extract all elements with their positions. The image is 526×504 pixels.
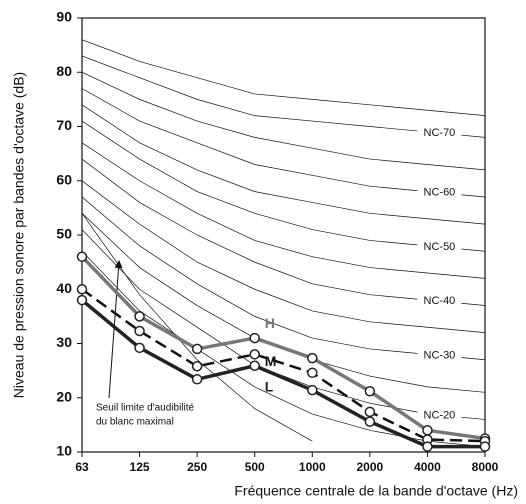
x-tick-label: 63 (75, 460, 89, 474)
y-tick-label: 70 (56, 117, 72, 133)
series-line (81, 288, 486, 443)
point (191, 374, 203, 385)
y-tick-label: 10 (56, 443, 72, 459)
nc-label: NC-60 (424, 187, 456, 199)
point (134, 342, 145, 354)
point (134, 311, 145, 322)
point (479, 441, 491, 452)
series-line (80, 298, 485, 449)
nc-label-bg (417, 126, 462, 141)
y-tick-label: 90 (56, 9, 72, 25)
point (364, 416, 376, 427)
annotation-bg (94, 400, 204, 430)
nc-curve (82, 39, 485, 116)
x-tick-label: 250 (187, 460, 207, 474)
point (307, 352, 318, 364)
y-tick-label: 50 (56, 226, 72, 242)
nc-curve (82, 158, 485, 306)
plot-frame (81, 17, 486, 453)
nc-curve (82, 251, 485, 447)
nc-curve (82, 229, 485, 420)
nc-label: NC-30 (424, 349, 456, 361)
y-tick-label: 20 (56, 388, 72, 404)
nc-curve (82, 71, 485, 171)
nc-curve (82, 142, 485, 279)
x-tick-label: 500 (245, 460, 265, 474)
point (76, 284, 88, 295)
point (249, 332, 260, 344)
point (422, 425, 433, 436)
nc-label: NC-40 (424, 295, 456, 307)
nc-label-bg (417, 348, 462, 363)
nc-label: NC-50 (424, 241, 456, 253)
y-tick-label: 30 (56, 334, 72, 350)
nc-label-bg (417, 408, 462, 423)
y-tick-label: 40 (56, 280, 72, 296)
nc-curve (82, 104, 485, 225)
nc-label-bg (417, 294, 462, 309)
annotation-arrow (108, 260, 123, 399)
annotation: Seuil limite d'audibilité (96, 403, 195, 414)
point (76, 251, 88, 262)
x-axis-title: Fréquence centrale de la bande d'octave … (234, 483, 518, 499)
x-tick-label: 125 (130, 460, 150, 474)
series-label: M (265, 353, 277, 369)
nc-label: NC-20 (424, 410, 456, 422)
point (307, 384, 318, 396)
point (307, 367, 318, 379)
point (364, 385, 376, 397)
x-tick-label: 4000 (414, 460, 441, 474)
point (249, 349, 260, 360)
y-tick-label: 60 (56, 171, 72, 187)
point (191, 361, 203, 372)
point (422, 441, 433, 452)
point (191, 343, 203, 355)
y-axis-title: Niveau de pression sonore par bandes d'o… (11, 72, 27, 398)
series-label: H (265, 315, 275, 331)
x-tick-label: 1000 (299, 460, 326, 474)
annotation: du blanc maximal (96, 417, 174, 428)
series-label: L (265, 378, 274, 394)
point (249, 360, 260, 371)
nc-label-bg (417, 240, 462, 255)
point (76, 294, 88, 306)
nc-label-bg (417, 185, 462, 200)
nc-label: NC-70 (424, 127, 456, 139)
x-tick-label: 8000 (472, 460, 499, 474)
series-line (80, 255, 486, 441)
point (364, 406, 376, 418)
x-tick-label: 2000 (357, 460, 384, 474)
nc-curve (82, 180, 485, 333)
point (134, 325, 145, 337)
y-tick-label: 80 (56, 63, 72, 79)
